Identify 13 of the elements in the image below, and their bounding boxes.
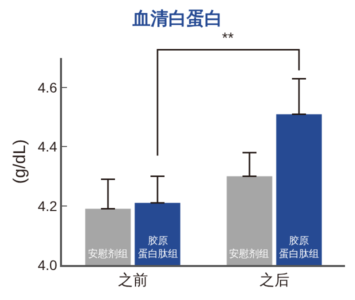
x-tick-label: 之前 bbox=[118, 272, 148, 289]
text: 胶原蛋白肽组 bbox=[279, 236, 319, 260]
y-tick-label: 4.0 bbox=[38, 256, 58, 273]
y-tick-label: 4.4 bbox=[38, 138, 58, 155]
text: ** bbox=[222, 30, 234, 47]
y-axis-title: (g/dL) bbox=[10, 139, 29, 184]
text: 安慰剂组 bbox=[88, 249, 128, 260]
series-label: 胶原蛋白肽组 bbox=[138, 235, 178, 260]
y-tick-label: 4.2 bbox=[38, 198, 58, 214]
x-tick-label: 之后 bbox=[259, 272, 290, 289]
series-label: 安慰剂组 bbox=[229, 248, 269, 260]
chart-title: 血清白蛋白 bbox=[132, 8, 222, 29]
y-tick-label: 4.6 bbox=[38, 79, 58, 96]
